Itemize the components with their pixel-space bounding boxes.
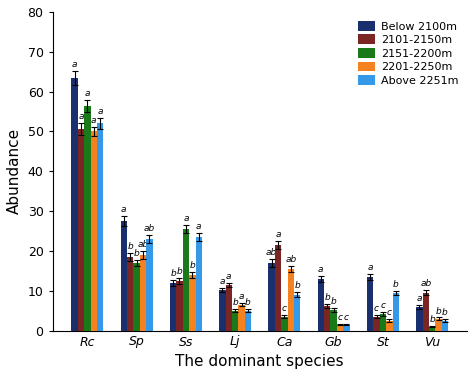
Text: a: a	[183, 214, 189, 223]
Bar	[97, 123, 103, 331]
Y-axis label: Abundance: Abundance	[7, 128, 22, 214]
Bar	[386, 321, 392, 331]
Text: a: a	[85, 89, 90, 98]
Bar	[232, 311, 238, 331]
Text: a: a	[121, 205, 127, 214]
Bar	[78, 129, 84, 331]
Text: c: c	[282, 304, 287, 313]
Text: a: a	[72, 59, 77, 68]
Text: b: b	[232, 298, 238, 307]
Bar	[429, 327, 436, 331]
Text: a: a	[226, 272, 231, 281]
Text: c: c	[344, 313, 349, 322]
Text: b: b	[393, 280, 399, 289]
Bar	[343, 324, 350, 331]
Bar	[72, 78, 78, 331]
Bar	[238, 305, 245, 331]
Text: b: b	[294, 281, 300, 290]
Bar	[176, 281, 182, 331]
Text: ab: ab	[144, 224, 155, 233]
Bar	[423, 293, 429, 331]
Bar	[392, 293, 399, 331]
Bar	[288, 269, 294, 331]
Text: b: b	[331, 297, 337, 306]
Bar	[134, 263, 140, 331]
Text: b: b	[429, 315, 435, 324]
Text: c: c	[374, 304, 379, 313]
Text: a: a	[78, 112, 84, 121]
Bar	[294, 295, 301, 331]
Text: b: b	[128, 243, 133, 252]
Bar	[226, 285, 232, 331]
Bar	[275, 245, 281, 331]
Text: ab: ab	[266, 248, 277, 257]
Text: ab: ab	[285, 255, 296, 264]
Bar	[324, 306, 330, 331]
Bar	[318, 279, 324, 331]
Text: ab: ab	[420, 279, 431, 288]
Text: a: a	[239, 292, 244, 301]
Bar	[146, 239, 153, 331]
Bar	[281, 317, 288, 331]
Bar	[84, 106, 91, 331]
Text: a: a	[91, 116, 97, 125]
Text: a: a	[196, 223, 201, 232]
Text: c: c	[337, 313, 343, 322]
Text: a: a	[98, 107, 103, 116]
Legend: Below 2100m, 2101-2150m, 2151-2200m, 2201-2250m, Above 2251m: Below 2100m, 2101-2150m, 2151-2200m, 220…	[355, 18, 462, 89]
Bar	[245, 311, 251, 331]
Text: b: b	[324, 293, 330, 302]
X-axis label: The dominant species: The dominant species	[175, 354, 344, 369]
Bar	[219, 290, 226, 331]
Text: a: a	[219, 277, 225, 286]
Bar	[380, 314, 386, 331]
Text: c: c	[387, 308, 392, 317]
Bar	[91, 132, 97, 331]
Bar	[374, 317, 380, 331]
Bar	[127, 257, 134, 331]
Bar	[330, 310, 337, 331]
Text: a: a	[417, 294, 422, 303]
Bar	[120, 221, 127, 331]
Text: b: b	[245, 298, 251, 307]
Bar	[189, 275, 195, 331]
Bar	[367, 277, 374, 331]
Text: b: b	[436, 306, 441, 315]
Bar	[436, 319, 442, 331]
Text: a: a	[367, 263, 373, 272]
Text: b: b	[177, 267, 182, 276]
Text: ab: ab	[137, 240, 149, 249]
Bar	[268, 263, 275, 331]
Bar	[140, 255, 146, 331]
Text: c: c	[381, 301, 385, 310]
Bar	[170, 283, 176, 331]
Bar	[337, 324, 343, 331]
Bar	[416, 307, 423, 331]
Bar	[195, 237, 202, 331]
Text: a: a	[318, 265, 324, 274]
Text: b: b	[134, 249, 139, 258]
Text: b: b	[442, 308, 448, 317]
Bar	[442, 321, 448, 331]
Text: b: b	[190, 261, 195, 270]
Text: a: a	[275, 230, 281, 239]
Text: b: b	[170, 269, 176, 278]
Bar	[182, 229, 189, 331]
